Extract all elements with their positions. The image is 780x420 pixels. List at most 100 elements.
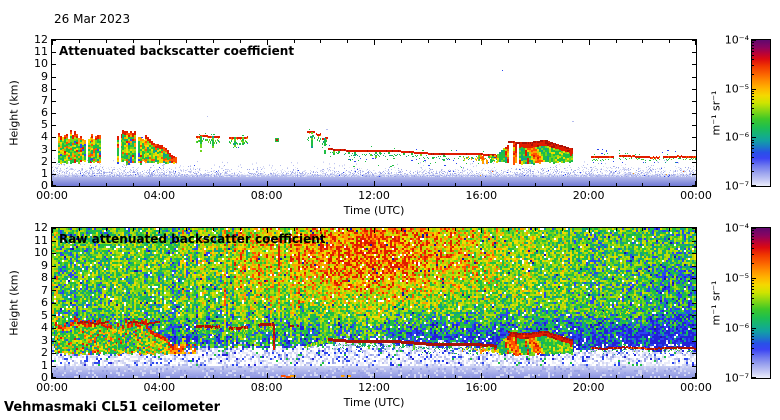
x-tick-top [106,228,107,231]
y-tick-label: 11 [34,233,48,247]
y-tick-right [692,266,696,267]
colorbar-minor-tick [752,239,754,240]
y-tick-right [692,52,696,53]
y-tick-right [692,228,696,229]
y-tick-right [692,89,696,90]
x-tick-top [79,228,80,231]
x-tick-bottom [455,183,456,186]
x-tick-top [642,228,643,231]
x-tick-bottom [481,373,482,378]
x-tick-top [240,228,241,231]
colorbar-minor-tick [752,140,754,141]
x-tick-label: 20:00 [572,381,605,394]
x-tick-top [428,228,429,231]
y-tick-right [692,125,696,126]
x-tick-top [106,40,107,43]
y-tick-right [692,341,696,342]
x-tick-bottom [320,375,321,378]
x-tick-bottom [106,375,107,378]
x-tick-top [695,40,696,45]
y-tick-label: 6 [41,296,48,309]
x-tick-label: 00:00 [680,189,712,202]
x-tick-top [267,40,268,45]
x-tick-top [508,40,509,43]
x-tick-top [455,228,456,231]
x-tick-top [401,228,402,231]
y-tick-label: 12 [34,221,48,234]
y-tick-left [52,64,56,65]
x-tick-label: 00:00 [680,381,712,394]
y-tick-label: 5 [41,118,48,132]
x-tick-bottom [347,375,348,378]
colorbar-tick-label: 10⁻⁷ [724,371,749,385]
x-tick-top [455,40,456,43]
x-tick-top [79,40,80,43]
y-tick-right [692,174,696,175]
x-tick-label: 16:00 [465,381,498,394]
x-tick-top [159,228,160,233]
panel-title-raw: Raw attenuated backscatter coefficient [59,232,326,246]
y-tick-right [692,162,696,163]
y-tick-label: 5 [41,308,48,322]
y-tick-left [52,89,56,90]
colorbar-major-tick [752,40,756,41]
colorbar-minor-tick [752,157,754,158]
colorbar-major-tick [752,328,756,329]
x-tick-top [589,40,590,45]
x-tick-top [428,40,429,43]
x-tick-top [481,40,482,45]
x-tick-bottom [79,375,80,378]
y-tick-left [52,366,56,367]
colorbar-minor-tick [752,108,754,109]
x-axis-label-bottom: Time (UTC) [343,396,405,409]
x-tick-top [535,40,536,43]
y-tick-left [52,185,56,186]
y-tick-right [692,40,696,41]
x-tick-top [669,228,670,231]
raw-backscatter-heatmap [52,228,696,378]
y-tick-right [692,241,696,242]
x-tick-bottom [535,375,536,378]
y-tick-left [52,315,56,316]
y-tick-right [692,150,696,151]
x-tick-bottom [481,181,482,186]
x-tick-bottom [294,183,295,186]
x-tick-top [695,228,696,233]
y-tick-label: 0 [41,371,48,384]
y-tick-right [692,377,696,378]
x-tick-bottom [589,181,590,186]
y-tick-label: 8 [41,271,48,284]
x-tick-top [669,40,670,43]
x-tick-top [320,40,321,43]
y-tick-right [692,278,696,279]
colorbar-unit-bottom: m⁻¹ sr⁻¹ [709,280,723,326]
colorbar-top [751,39,771,187]
colorbar-tick-label: 10⁻⁶ [724,321,749,335]
x-tick-top [401,40,402,43]
x-tick-bottom [186,375,187,378]
x-tick-top [294,40,295,43]
y-tick-label: 1 [41,358,48,372]
x-tick-bottom [669,375,670,378]
colorbar-minor-tick [752,236,754,237]
colorbar-minor-tick [752,263,754,264]
x-tick-bottom [186,183,187,186]
x-tick-bottom [133,375,134,378]
attenuated-backscatter-heatmap [52,40,696,186]
colorbar-minor-tick [752,55,754,56]
x-tick-label: 16:00 [465,189,498,202]
colorbar-minor-tick [752,243,754,244]
colorbar-minor-tick [752,330,754,331]
y-tick-left [52,174,56,175]
y-tick-left [52,241,56,242]
colorbar-minor-tick [752,336,754,337]
x-tick-bottom [401,375,402,378]
x-tick-bottom [79,183,80,186]
x-tick-bottom [535,183,536,186]
y-tick-right [692,137,696,138]
x-tick-bottom [508,183,509,186]
x-tick-top [133,228,134,231]
x-tick-bottom [589,373,590,378]
y-tick-left [52,113,56,114]
x-tick-label: 20:00 [572,189,605,202]
